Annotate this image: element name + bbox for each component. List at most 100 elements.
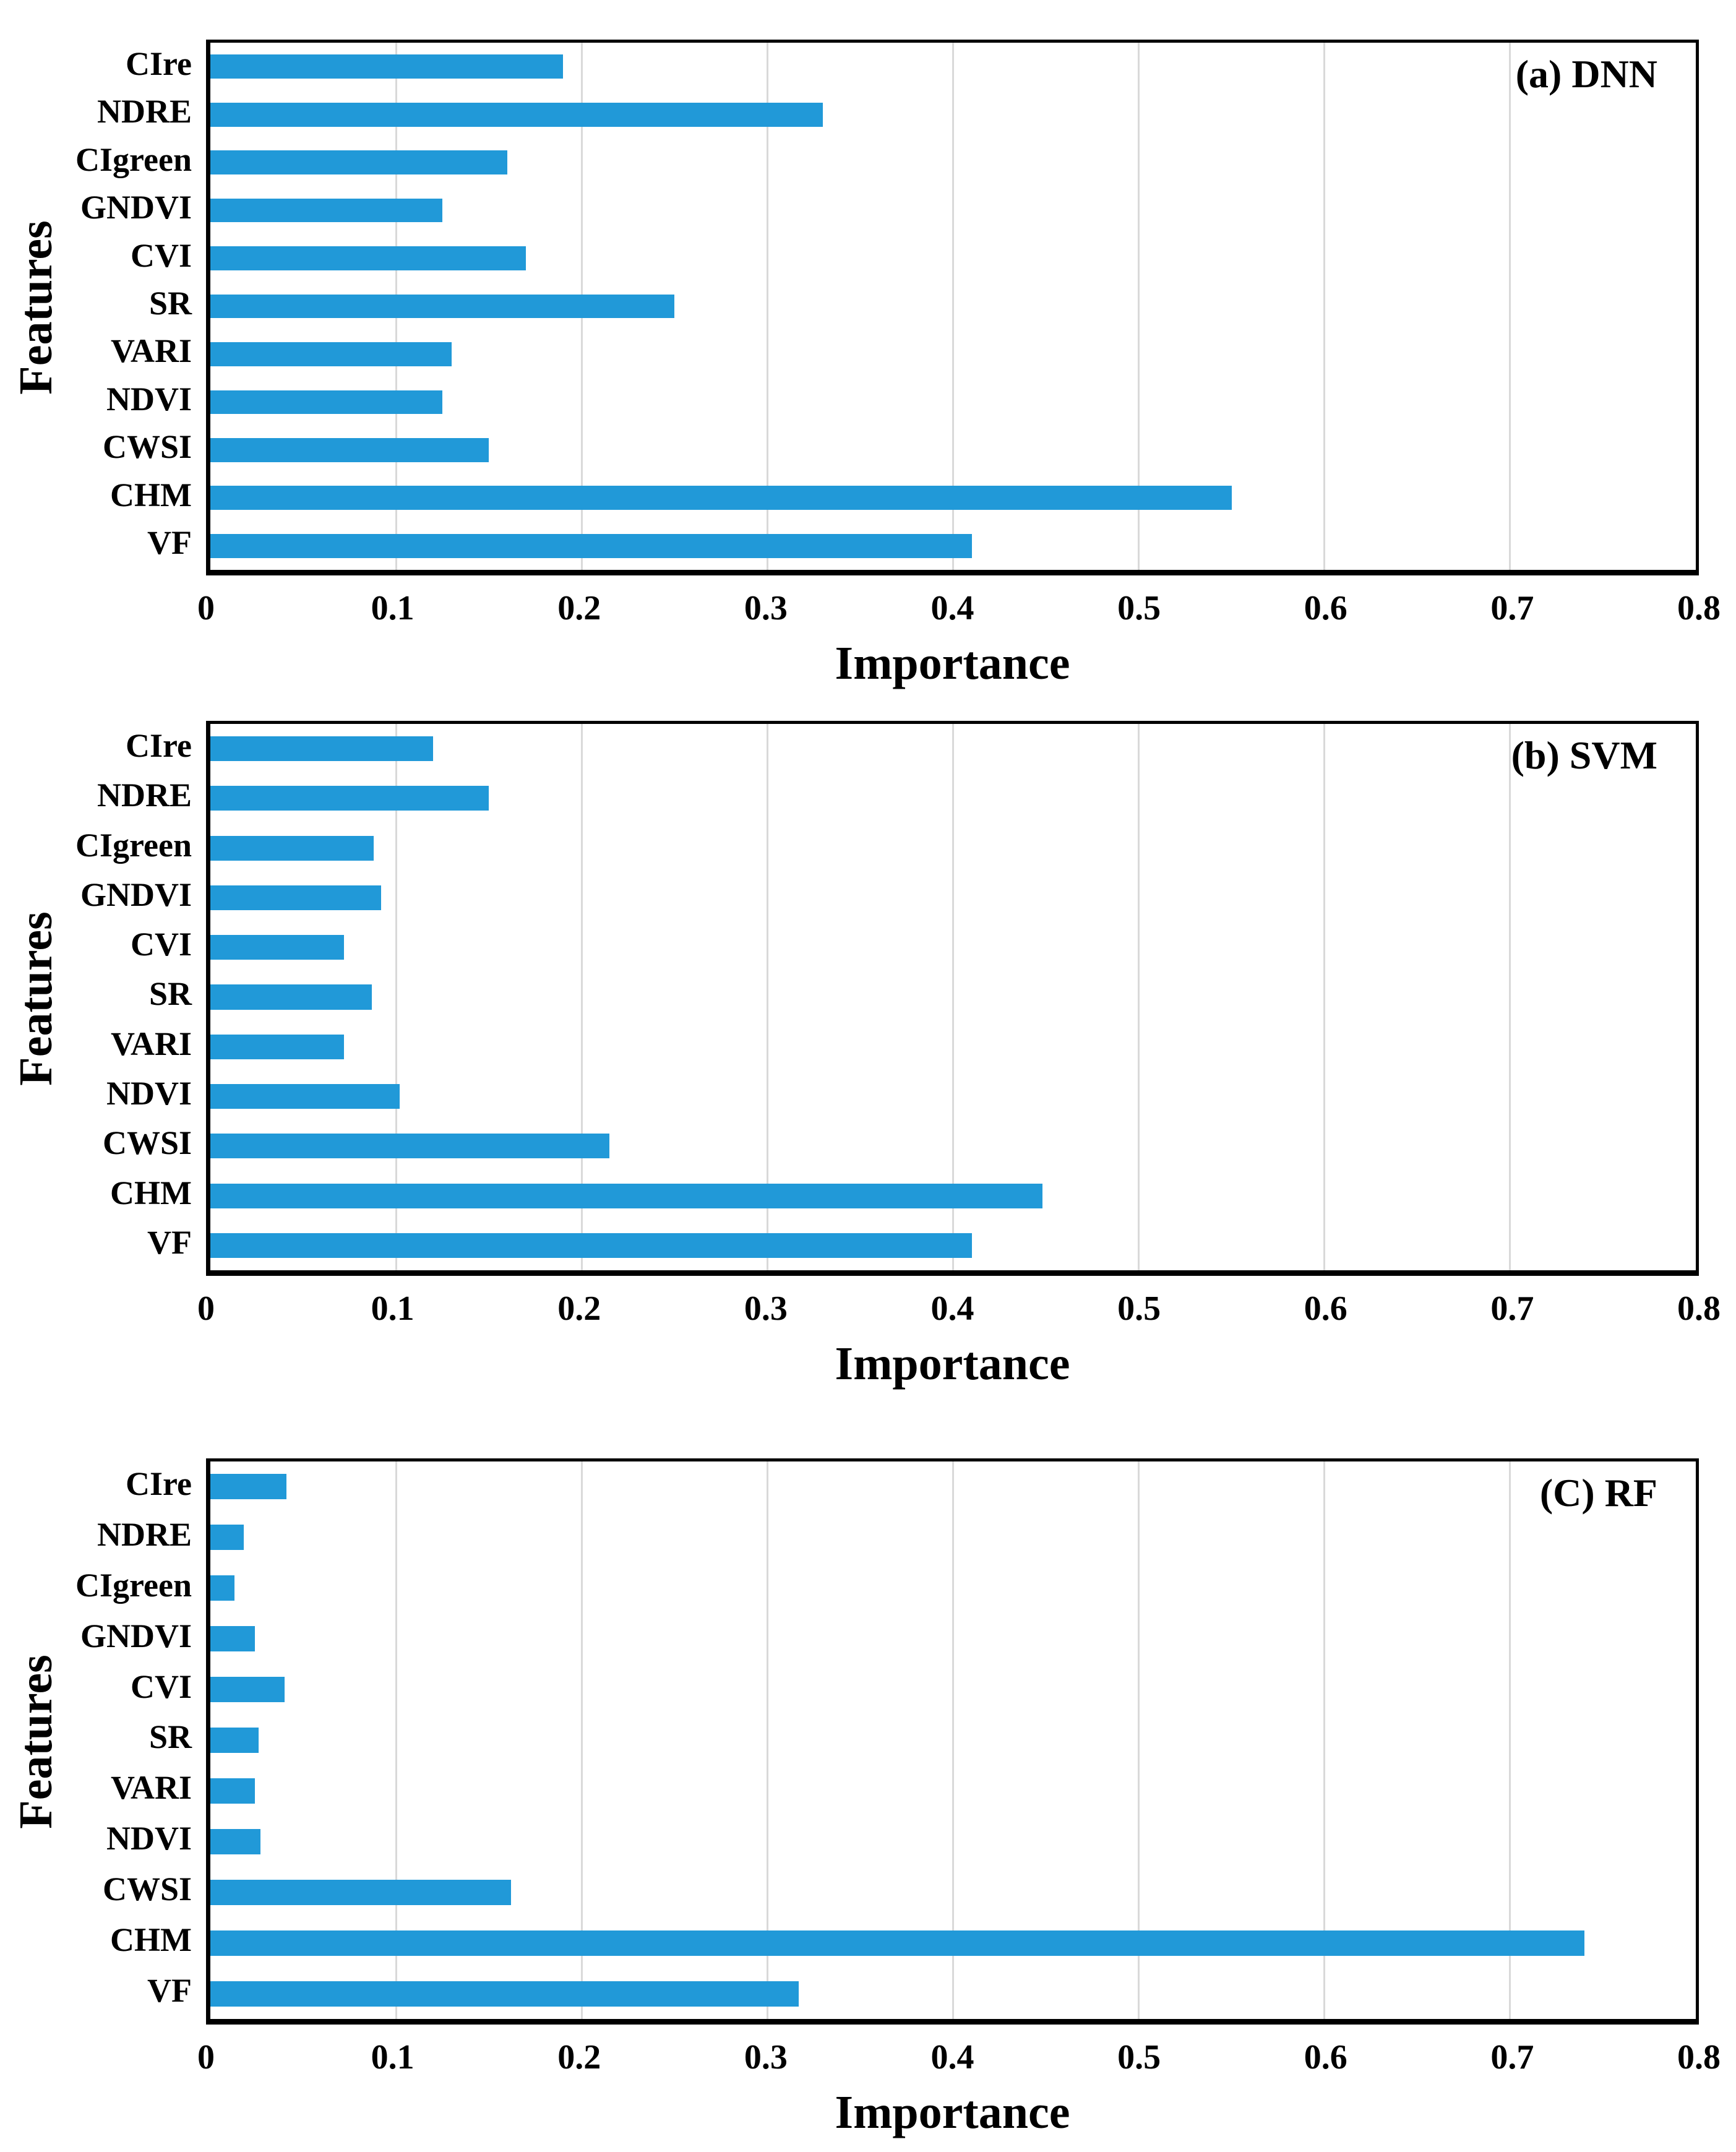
xtick-0.3: 0.3 (744, 1289, 788, 1328)
plot-canvas: (b) SVM (210, 724, 1696, 1270)
bar-vari (210, 1778, 256, 1804)
ytick-cire: CIre (126, 45, 192, 82)
bar-vf (210, 533, 972, 558)
bar-ndre (210, 786, 489, 811)
gridline (1138, 43, 1140, 570)
ytick-cigreen: CIgreen (75, 1566, 192, 1604)
bar-vari (210, 1034, 345, 1059)
bar-cwsi (210, 1879, 512, 1905)
ytick-cigreen: CIgreen (75, 140, 192, 178)
ytick-ndre: NDRE (97, 1515, 192, 1553)
ytick-cwsi: CWSI (102, 428, 192, 466)
xtick-0.1: 0.1 (371, 1289, 415, 1328)
gridline (395, 1461, 397, 2019)
gridline (1323, 1461, 1326, 2019)
plot-canvas: (a) DNN (210, 43, 1696, 570)
xtick-0.3: 0.3 (744, 2038, 788, 2077)
xtick-0.3: 0.3 (744, 589, 788, 627)
xtick-0.5: 0.5 (1117, 2038, 1161, 2077)
bar-cwsi (210, 438, 489, 462)
ytick-cwsi: CWSI (102, 1124, 192, 1162)
gridline (580, 724, 583, 1270)
plot-area: (a) DNN (206, 40, 1699, 575)
bar-cigreen (210, 835, 374, 861)
ytick-sr: SR (148, 284, 192, 322)
ytick-vari: VARI (110, 1025, 192, 1062)
xtick-0.4: 0.4 (930, 589, 974, 627)
ytick-sr: SR (148, 975, 192, 1013)
xtick-0.2: 0.2 (557, 2038, 601, 2077)
xtick-0.8: 0.8 (1677, 1289, 1721, 1328)
bar-chm (210, 1930, 1584, 1956)
xtick-0.8: 0.8 (1677, 2038, 1721, 2077)
gridline (1509, 43, 1511, 570)
gridline (766, 1461, 768, 2019)
bar-ndvi (210, 390, 443, 415)
bar-vf (210, 1233, 972, 1258)
y-tick-labels: CIre NDRE CIgreen GNDVI CVI SR VARI NDVI CWSI CHM… (0, 721, 202, 1267)
bar-gndvi (210, 1626, 256, 1652)
ytick-ndvi: NDVI (106, 380, 192, 418)
xtick-0.5: 0.5 (1117, 1289, 1161, 1328)
ytick-cvi: CVI (130, 926, 192, 963)
gridline (952, 724, 954, 1270)
bar-cigreen (210, 1575, 235, 1601)
bar-vf (210, 1981, 799, 2007)
gridline (1509, 1461, 1511, 2019)
xtick-0.7: 0.7 (1490, 589, 1534, 627)
bar-cvi (210, 1677, 285, 1703)
xtick-0.1: 0.1 (371, 2038, 415, 2077)
xtick-0.1: 0.1 (371, 589, 415, 627)
ytick-vari: VARI (110, 1769, 192, 1807)
y-tick-labels: CIre NDRE CIgreen GNDVI CVI SR VARI NDVI CWSI CHM… (0, 1458, 202, 2016)
bar-chm (210, 486, 1232, 510)
xtick-0: 0 (197, 2038, 215, 2077)
xtick-0.2: 0.2 (557, 589, 601, 627)
panel-title: (C) RF (1539, 1471, 1657, 1515)
ytick-vf: VF (147, 524, 192, 562)
ytick-cvi: CVI (130, 1668, 192, 1705)
bar-cire (210, 1474, 287, 1500)
ytick-ndvi: NDVI (106, 1074, 192, 1112)
bar-gndvi (210, 885, 382, 910)
bar-ndre (210, 1525, 244, 1551)
gridline (1138, 1461, 1140, 2019)
xtick-0.4: 0.4 (930, 2038, 974, 2077)
ytick-ndre: NDRE (97, 93, 192, 131)
xtick-0: 0 (197, 589, 215, 627)
ytick-gndvi: GNDVI (80, 1617, 192, 1655)
bar-chm (210, 1183, 1042, 1208)
xtick-0.6: 0.6 (1304, 589, 1347, 627)
xtick-0.4: 0.4 (930, 1289, 974, 1328)
bar-cigreen (210, 150, 508, 174)
ytick-vf: VF (147, 1972, 192, 2010)
bar-cvi (210, 246, 526, 270)
panel-title: (b) SVM (1511, 733, 1657, 777)
bar-cvi (210, 935, 345, 960)
gridline (1323, 724, 1326, 1270)
gridline (766, 43, 768, 570)
xtick-0.6: 0.6 (1304, 1289, 1347, 1328)
ytick-chm: CHM (110, 1174, 192, 1212)
gridline (395, 724, 397, 1270)
ytick-sr: SR (148, 1718, 192, 1756)
xtick-0.2: 0.2 (557, 1289, 601, 1328)
ytick-chm: CHM (110, 1921, 192, 1959)
bar-cire (210, 736, 434, 762)
gridline (1323, 43, 1326, 570)
bar-ndvi (210, 1083, 400, 1109)
xtick-0.5: 0.5 (1117, 589, 1161, 627)
ytick-cire: CIre (126, 1465, 192, 1502)
ytick-vf: VF (147, 1223, 192, 1261)
bar-cwsi (210, 1134, 610, 1159)
plot-area: (b) SVM (206, 721, 1699, 1276)
ytick-cwsi: CWSI (102, 1870, 192, 1908)
ytick-ndvi: NDVI (106, 1820, 192, 1857)
gridline (1509, 724, 1511, 1270)
ytick-gndvi: GNDVI (80, 189, 192, 226)
x-axis-title: Importance (835, 1338, 1070, 1390)
bar-cire (210, 54, 564, 79)
ytick-cigreen: CIgreen (75, 826, 192, 864)
